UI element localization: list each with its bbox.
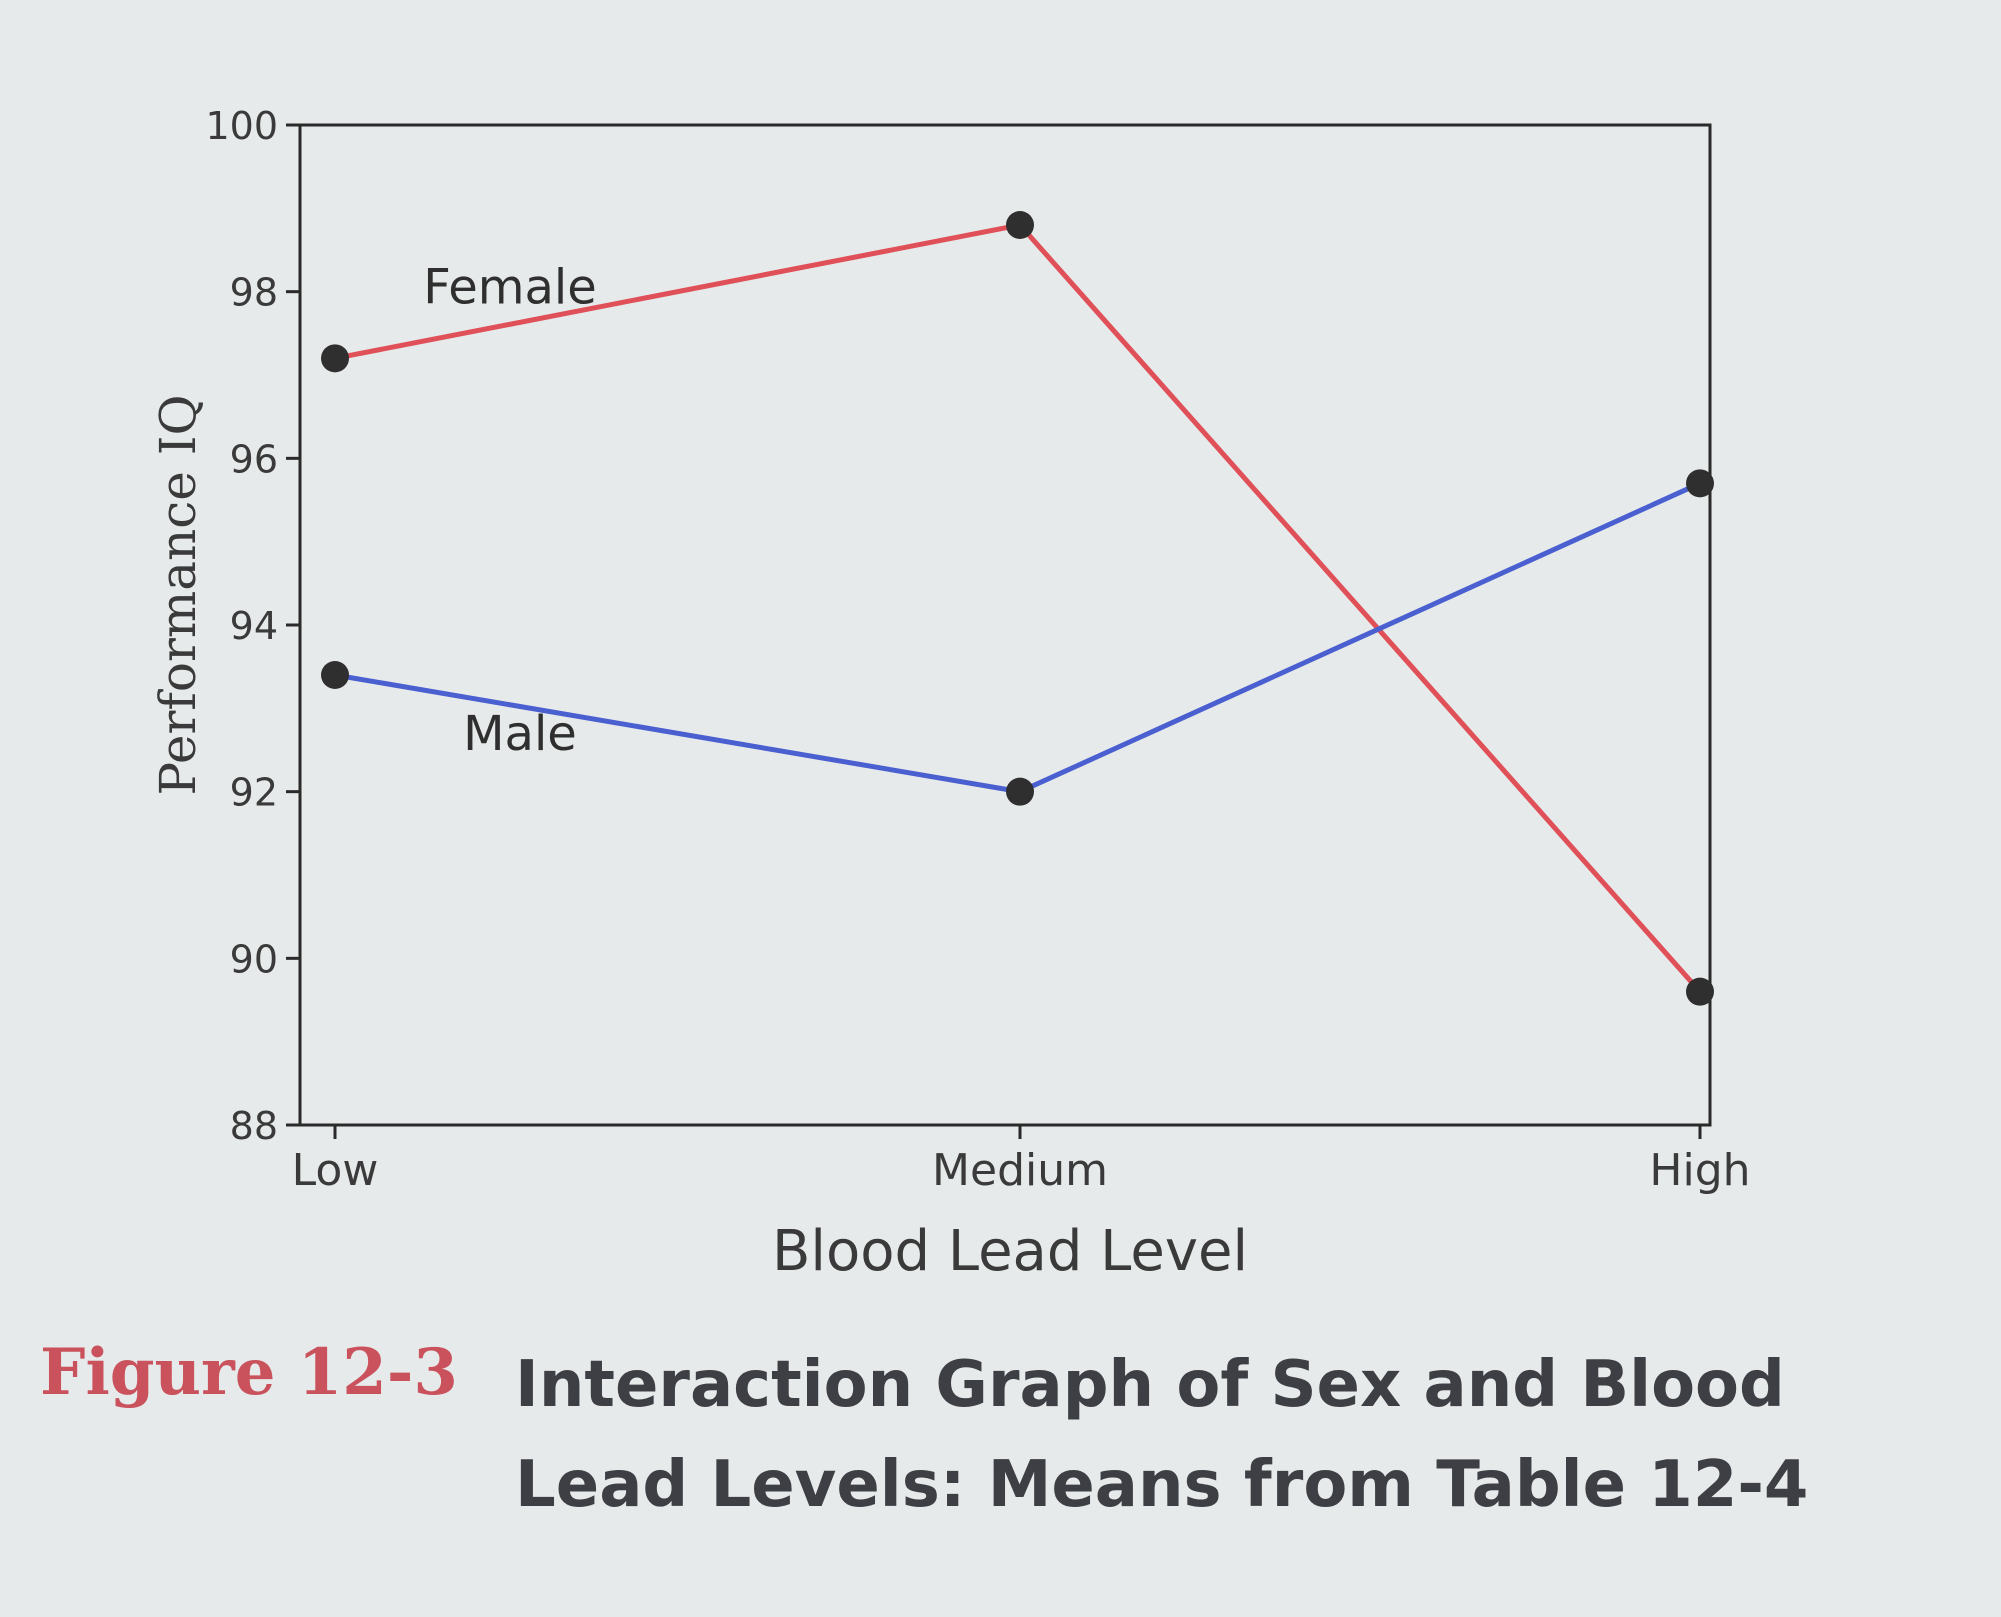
x-tick-label: High xyxy=(1649,1145,1750,1196)
male-data-point xyxy=(1686,469,1714,498)
y-tick-label: 98 xyxy=(230,271,278,315)
x-tick-label: Medium xyxy=(932,1145,1108,1196)
figure-title: Interaction Graph of Sex and Blood Lead … xyxy=(515,1348,1809,1522)
y-tick-label: 94 xyxy=(230,604,278,648)
female-data-point xyxy=(1006,211,1034,239)
y-tick-label: 96 xyxy=(230,437,278,481)
y-tick-label: 92 xyxy=(230,771,278,815)
male-series-label: Male xyxy=(463,706,577,762)
male-data-point xyxy=(321,661,349,689)
x-tick-label: Low xyxy=(292,1145,379,1196)
female-data-point xyxy=(1686,977,1714,1006)
figure-label: Figure 12-3 xyxy=(40,1335,458,1410)
x-axis-label: Blood Lead Level xyxy=(772,1219,1248,1284)
y-tick-label: 100 xyxy=(205,104,278,148)
male-data-point xyxy=(1006,777,1034,806)
y-tick-label: 88 xyxy=(230,1104,278,1148)
female-series-label: Female xyxy=(423,259,597,315)
y-tick-label: 90 xyxy=(230,937,278,981)
female-data-point xyxy=(321,344,349,373)
female-series-line xyxy=(334,222,1702,994)
y-axis-label: Performance IQ xyxy=(149,394,207,795)
interaction-line-chart: 88 90 92 94 96 98 100 Low Medium High Blood Lead L… xyxy=(149,104,1751,1284)
